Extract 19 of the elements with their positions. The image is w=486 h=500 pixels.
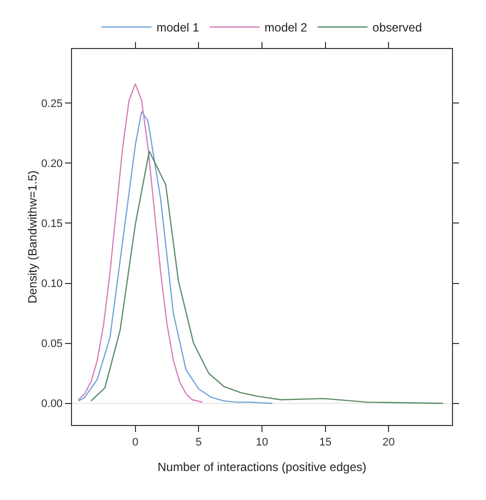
legend-label: model 1 [156, 20, 200, 35]
legend-label: model 2 [264, 20, 308, 35]
line-series [78, 83, 204, 403]
y-tick-label: 0.20 [41, 158, 63, 170]
x-tick-label: 15 [319, 436, 332, 448]
line-series [78, 110, 273, 404]
y-tick-label: 0.15 [41, 218, 63, 230]
y-tick-label: 0.00 [41, 398, 63, 410]
y-axis-title: Density (Bandwithw=1.5) [25, 170, 40, 304]
y-tick-label: 0.25 [41, 98, 63, 110]
legend-label: observed [372, 20, 422, 35]
x-axis-title: Number of interactions (positive edges) [158, 460, 366, 474]
x-tick-label: 10 [256, 436, 268, 448]
y-tick-label: 0.10 [41, 278, 63, 290]
x-tick-label: 5 [196, 436, 202, 448]
x-tick-label: 0 [132, 436, 138, 448]
x-tick-label: 20 [382, 436, 395, 448]
line-series [90, 150, 444, 404]
y-tick-label: 0.05 [41, 338, 63, 350]
